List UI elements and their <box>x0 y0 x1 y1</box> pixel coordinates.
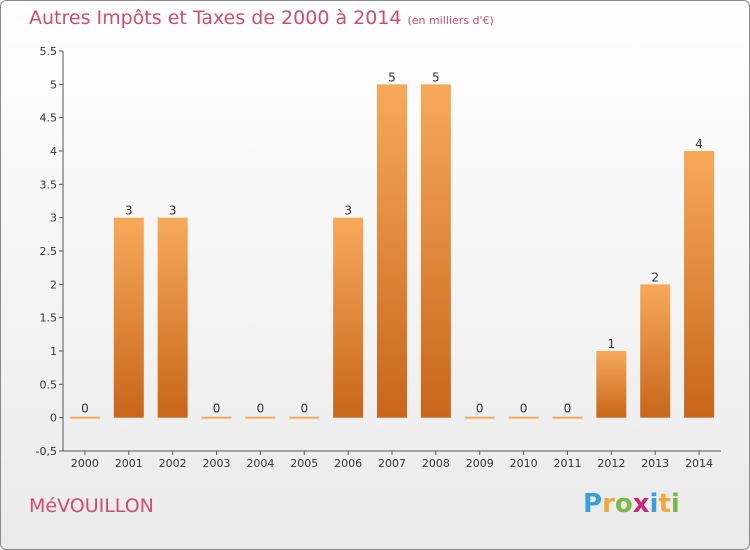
x-tick-label: 2000 <box>71 457 99 470</box>
x-tick-label: 2014 <box>685 457 713 470</box>
data-label: 1 <box>608 337 616 351</box>
logo-letter: i <box>649 489 659 519</box>
chart-title: Autres Impôts et Taxes de 2000 à 2014 (en… <box>29 7 494 29</box>
y-tick-label: 2 <box>50 278 57 291</box>
data-label: 4 <box>695 137 703 151</box>
y-tick-label: 1 <box>50 345 57 358</box>
logo-letter: x <box>632 489 650 519</box>
y-tick-label: 0.5 <box>40 378 58 391</box>
bar <box>201 416 232 419</box>
bar <box>157 217 188 418</box>
bar <box>596 351 627 418</box>
data-label: 0 <box>564 402 572 416</box>
bar <box>245 416 276 419</box>
data-label: 3 <box>125 204 133 218</box>
bar <box>640 284 671 418</box>
data-label: 0 <box>300 402 308 416</box>
y-tick-label: 1.5 <box>40 312 58 325</box>
commune-name: MéVOUILLON <box>29 495 154 517</box>
data-label: 0 <box>520 402 528 416</box>
y-tick-label: -0,5 <box>36 445 57 458</box>
bar <box>552 416 583 419</box>
bar <box>508 416 539 419</box>
data-label: 2 <box>651 270 659 284</box>
logo-letter: P <box>583 489 603 519</box>
y-tick-label: 4 <box>50 145 57 158</box>
x-tick-label: 2004 <box>246 457 274 470</box>
x-tick-label: 2009 <box>466 457 494 470</box>
chart-subtitle: (en milliers d'€) <box>407 14 494 27</box>
logo-letter: o <box>614 489 633 519</box>
data-label: 3 <box>169 204 177 218</box>
chart-title-text: Autres Impôts et Taxes de 2000 à 2014 <box>29 7 402 29</box>
data-label: 5 <box>432 70 440 84</box>
y-tick-label: 3.5 <box>40 178 58 191</box>
bar <box>377 84 407 418</box>
bar <box>464 416 495 419</box>
data-label: 0 <box>257 402 265 416</box>
bar <box>289 416 320 419</box>
x-tick-label: 2006 <box>334 457 362 470</box>
bar <box>69 416 100 419</box>
x-tick-label: 2013 <box>641 457 669 470</box>
proxiti-logo: Proxiti <box>583 489 680 519</box>
x-tick-label: 2007 <box>378 457 406 470</box>
y-tick-label: 5.5 <box>40 45 58 58</box>
bar <box>113 217 144 418</box>
y-tick-label: 0 <box>50 412 57 425</box>
logo-letter: t <box>658 489 671 519</box>
y-tick-label: 4.5 <box>40 112 58 125</box>
x-tick-label: 2012 <box>597 457 625 470</box>
data-label: 3 <box>344 204 352 218</box>
x-tick-label: 2002 <box>159 457 187 470</box>
x-tick-label: 2010 <box>510 457 538 470</box>
x-tick-label: 2001 <box>115 457 143 470</box>
x-tick-label: 2011 <box>553 457 581 470</box>
logo-letter: r <box>602 489 615 519</box>
data-label: 0 <box>213 402 221 416</box>
y-tick-label: 5 <box>50 78 57 91</box>
x-tick-label: 2003 <box>203 457 231 470</box>
bar <box>333 217 364 418</box>
data-label: 0 <box>476 402 484 416</box>
data-label: 0 <box>81 402 89 416</box>
bar <box>684 151 715 418</box>
x-tick-label: 2008 <box>422 457 450 470</box>
data-label: 5 <box>388 70 396 84</box>
bar <box>420 84 451 418</box>
x-tick-label: 2005 <box>290 457 318 470</box>
y-tick-label: 3 <box>50 212 57 225</box>
logo-letter: i <box>670 489 680 519</box>
y-tick-label: 2.5 <box>40 245 58 258</box>
